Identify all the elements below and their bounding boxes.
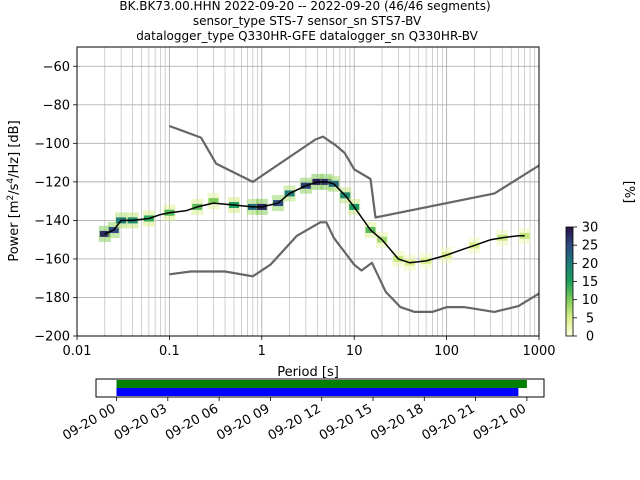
timeline-tick-label: 09-20 03 — [112, 401, 170, 443]
y-axis-label: Power [m2/s4/Hz] [dB] — [6, 120, 22, 261]
x-tick-label: 1000 — [522, 344, 555, 359]
timeline-tick-label: 09-20 12 — [266, 401, 324, 443]
colorbar: 0 5 10 15 20 25 30 [%] — [565, 181, 636, 345]
x-tick-label: 0.1 — [159, 344, 180, 359]
x-axis-label: Period [s] — [277, 365, 339, 380]
colorbar-gradient — [565, 226, 574, 337]
heatmap-cell — [208, 198, 219, 205]
y-tick-label: −200 — [34, 330, 70, 345]
plot-frame — [76, 46, 540, 337]
curves — [104, 124, 540, 313]
x-ticks: 0.01 0.1 1 10 100 1000 — [63, 336, 556, 359]
timeline-bar-data-available — [116, 380, 527, 388]
timeline-tick-label: 09-20 09 — [214, 401, 272, 443]
y-tick-label: −140 — [34, 214, 70, 229]
x-tick-label: 10 — [346, 344, 363, 359]
colorbar-tick-label: 10 — [582, 293, 599, 308]
colorbar-label: [%] — [621, 181, 636, 204]
y-tick-label: −180 — [34, 291, 70, 306]
colorbar-tick-label: 5 — [586, 311, 594, 326]
high-noise-model — [169, 124, 540, 219]
y-tick-label: −100 — [34, 137, 70, 152]
x-tick-label: 0.01 — [63, 344, 92, 359]
timeline-tick-label: 09-20 18 — [368, 401, 426, 443]
y-tick-label: −160 — [34, 252, 70, 267]
mode-curve — [104, 181, 525, 264]
title-line-1: BK.BK73.00.HHN 2022-09-20 -- 2022-09-20 … — [119, 0, 490, 13]
y-tick-label: −60 — [43, 60, 70, 75]
timeline-tick-label: 09-20 06 — [163, 401, 221, 443]
title-line-2: sensor_type STS-7 sensor_sn STS7-BV — [193, 14, 422, 28]
timeline-tick-label: 09-20 21 — [419, 401, 477, 443]
timeline-tick-label: 09-20 00 — [60, 401, 118, 443]
y-tick-label: −120 — [34, 175, 70, 190]
psd-plot: 0.01 0.1 1 10 100 1000 −60 −80 −100 −120 −140 −160… — [6, 46, 556, 380]
x-tick-label: 100 — [434, 344, 459, 359]
y-ticks: −60 −80 −100 −120 −140 −160 −180 −200 — [34, 60, 77, 345]
timeline-tick-label: 09-21 00 — [471, 401, 529, 443]
title-line-3: datalogger_type Q330HR-GFE datalogger_sn… — [136, 29, 478, 43]
timeline-tick-label: 09-20 15 — [317, 401, 375, 443]
colorbar-tick-label: 15 — [582, 275, 599, 290]
title: BK.BK73.00.HHN 2022-09-20 -- 2022-09-20 … — [119, 0, 490, 43]
colorbar-tick-label: 0 — [586, 330, 594, 345]
colorbar-tick-label: 20 — [582, 257, 599, 272]
x-tick-label: 1 — [258, 344, 266, 359]
colorbar-tick-label: 30 — [582, 221, 599, 236]
timeline-bar-psd-computed — [116, 388, 519, 396]
colorbar-ticks: 0 5 10 15 20 25 30 — [573, 221, 598, 345]
colorbar-tick-label: 25 — [582, 239, 599, 254]
y-tick-label: −80 — [43, 98, 70, 113]
timeline-bars — [116, 380, 527, 396]
low-noise-model — [169, 221, 540, 313]
